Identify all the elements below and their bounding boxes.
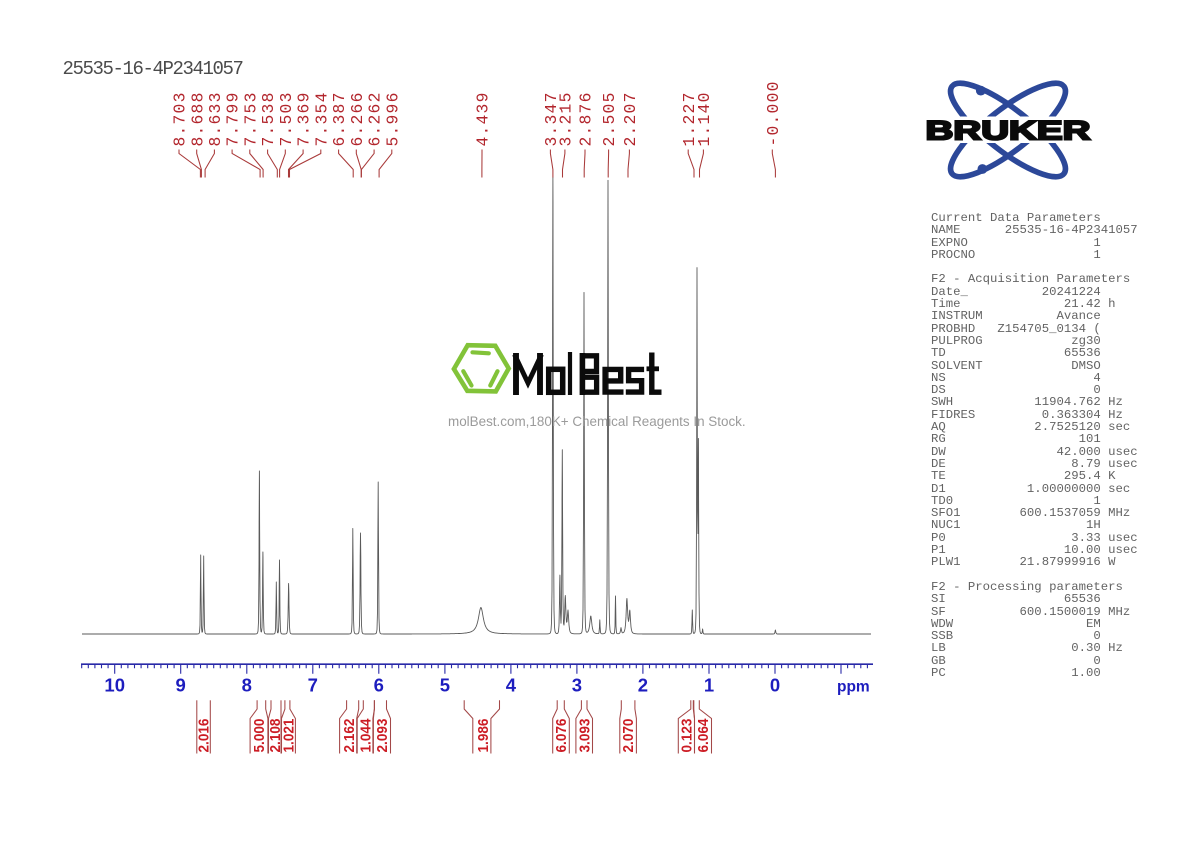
svg-text:8: 8 [242, 675, 252, 696]
svg-text:5.996: 5.996 [383, 91, 402, 146]
svg-text:9: 9 [176, 675, 186, 696]
svg-text:2.162: 2.162 [342, 719, 358, 753]
svg-text:1: 1 [704, 675, 714, 696]
svg-text:0.123: 0.123 [680, 719, 696, 753]
svg-text:1.140: 1.140 [695, 91, 714, 146]
svg-text:0: 0 [770, 675, 780, 696]
svg-text:10: 10 [104, 675, 125, 696]
svg-text:3.347: 3.347 [542, 91, 561, 146]
svg-text:1.227: 1.227 [680, 91, 699, 146]
svg-text:7.799: 7.799 [224, 91, 243, 146]
svg-text:1.021: 1.021 [282, 719, 298, 753]
svg-text:6.064: 6.064 [696, 719, 712, 753]
svg-text:7.369: 7.369 [295, 91, 314, 146]
svg-text:7.538: 7.538 [259, 91, 278, 146]
svg-text:2: 2 [638, 675, 648, 696]
svg-text:7.753: 7.753 [241, 91, 260, 146]
svg-text:2.505: 2.505 [600, 91, 619, 146]
svg-text:6.387: 6.387 [330, 91, 349, 146]
svg-text:6.076: 6.076 [554, 719, 570, 753]
svg-text:8.688: 8.688 [188, 91, 207, 146]
svg-text:8.703: 8.703 [171, 91, 190, 146]
svg-text:4: 4 [506, 675, 517, 696]
svg-text:BRUKER: BRUKER [926, 116, 1091, 146]
svg-text:7.503: 7.503 [277, 91, 296, 146]
svg-text:5: 5 [440, 675, 450, 696]
svg-text:1.044: 1.044 [359, 719, 375, 753]
svg-text:25535-16-4P2341057: 25535-16-4P2341057 [63, 58, 243, 80]
svg-text:2.108: 2.108 [268, 719, 284, 753]
svg-text:1.986: 1.986 [476, 719, 492, 753]
svg-text:2.016: 2.016 [197, 719, 213, 753]
svg-text:2.207: 2.207 [621, 91, 640, 146]
svg-text:7: 7 [308, 675, 318, 696]
svg-text:ppm: ppm [837, 679, 870, 696]
svg-text:-0.000: -0.000 [764, 80, 783, 146]
svg-text:6.262: 6.262 [366, 91, 385, 146]
svg-text:3.093: 3.093 [577, 719, 593, 753]
svg-text:7.354: 7.354 [312, 91, 331, 146]
svg-text:2.876: 2.876 [577, 91, 596, 146]
svg-text:2.070: 2.070 [621, 719, 637, 753]
svg-text:5.000: 5.000 [252, 719, 268, 753]
svg-text:8.633: 8.633 [206, 91, 225, 146]
svg-text:molBest.com,180K+ Chemical Rea: molBest.com,180K+ Chemical Reagents In S… [448, 414, 746, 429]
svg-text:3.215: 3.215 [557, 91, 576, 146]
svg-text:6.266: 6.266 [348, 91, 367, 146]
svg-text:3: 3 [572, 675, 582, 696]
svg-text:2.093: 2.093 [375, 719, 391, 753]
svg-text:4.439: 4.439 [474, 91, 493, 146]
svg-text:6: 6 [374, 675, 384, 696]
